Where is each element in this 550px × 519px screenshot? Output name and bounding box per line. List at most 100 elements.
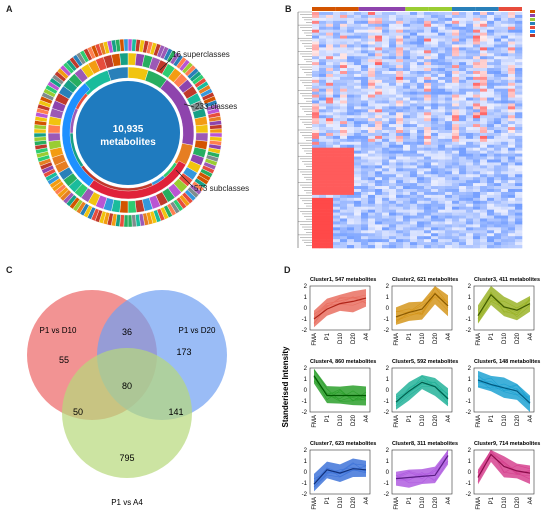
heatmap-cell [487, 203, 495, 207]
heatmap-cell [445, 112, 453, 116]
heatmap-cell [431, 171, 439, 175]
heatmap-cell [340, 56, 348, 60]
heatmap-cell [340, 171, 348, 175]
heatmap-cell [417, 53, 425, 57]
y-tick-label: 1 [304, 295, 308, 301]
heatmap-cell [403, 47, 411, 51]
heatmap-cell [431, 221, 439, 225]
heatmap-cell [410, 130, 418, 134]
heatmap-cell [326, 112, 334, 116]
heatmap-cell [515, 121, 523, 125]
heatmap-cell [431, 53, 439, 57]
x-tick-label: FMA [394, 497, 400, 510]
heatmap-cell [368, 50, 376, 54]
heatmap-cell [480, 171, 488, 175]
heatmap-cell [515, 100, 523, 104]
heatmap-cell [403, 159, 411, 163]
heatmap-cell [480, 180, 488, 184]
heatmap-cell [438, 115, 446, 119]
heatmap-cell [333, 38, 341, 42]
heatmap-cell [417, 156, 425, 160]
heatmap-cell [438, 165, 446, 169]
heatmap-cell [431, 197, 439, 202]
heatmap-cell [389, 106, 397, 110]
heatmap-cell [389, 227, 397, 231]
heatmap-cell [438, 168, 446, 172]
heatmap-cell [473, 138, 481, 143]
heatmap-cell [410, 132, 418, 137]
heatmap-cell [347, 221, 355, 225]
heatmap-cell [494, 153, 502, 157]
heatmap-cell [417, 59, 425, 63]
heatmap-cell [452, 20, 460, 25]
heatmap-cell [431, 132, 439, 137]
heatmap-cell [347, 239, 355, 243]
heatmap-cell [340, 79, 348, 84]
heatmap-cell [410, 53, 418, 57]
heatmap-cell [312, 59, 320, 63]
heatmap-cell [459, 94, 467, 98]
heatmap-cell [452, 14, 460, 19]
heatmap-cell [480, 218, 488, 222]
heatmap-cell [375, 132, 383, 137]
heatmap-cell [361, 41, 369, 45]
heatmap-cell [452, 135, 460, 140]
heatmap-cell [480, 174, 488, 178]
venn-count-only-d10: 55 [59, 355, 69, 365]
heatmap-cell [389, 118, 397, 122]
heatmap-cell [424, 85, 432, 89]
heatmap-cell [354, 68, 362, 72]
x-tick-label: D10 [338, 496, 344, 508]
heatmap-cell [424, 165, 432, 169]
heatmap-cell [459, 218, 467, 222]
heatmap-cell [382, 44, 390, 48]
heatmap-cell [438, 73, 446, 78]
heatmap-cell [424, 221, 432, 225]
heatmap-cell [375, 221, 383, 225]
heatmap-cell [347, 106, 355, 110]
heatmap-cell [494, 71, 502, 75]
heatmap-cell [431, 94, 439, 98]
cluster-title: Cluster3, 411 metabolites [474, 277, 540, 283]
heatmap-cell [382, 20, 390, 25]
heatmap-cell [494, 65, 502, 69]
heatmap-cell [389, 56, 397, 60]
heatmap-cell [333, 227, 341, 231]
heatmap-cell [389, 135, 397, 140]
cluster-member-line [477, 383, 531, 400]
heatmap-cell [515, 159, 523, 163]
heatmap-cell [382, 85, 390, 89]
heatmap-cell [466, 106, 474, 110]
heatmap-cell [361, 230, 369, 234]
heatmap-cell [459, 41, 467, 45]
heatmap-cell [424, 203, 432, 207]
legend-swatch [530, 18, 535, 21]
heatmap-cell [312, 197, 320, 202]
heatmap-cell [333, 245, 341, 249]
heatmap-cell [487, 215, 495, 219]
heatmap-cell [459, 174, 467, 178]
heatmap-cell [375, 159, 383, 163]
heatmap-cell [403, 73, 411, 78]
cluster-member-line [477, 381, 531, 401]
heatmap-cell [438, 47, 446, 51]
heatmap-cell [452, 212, 460, 216]
heatmap-cell [508, 200, 516, 205]
heatmap-cell [368, 227, 376, 231]
heatmap-cell [326, 26, 334, 30]
heatmap-cell [354, 215, 362, 219]
heatmap-cell [424, 106, 432, 110]
heatmap-cell [501, 118, 509, 122]
heatmap-cell [326, 106, 334, 110]
heatmap-cell [431, 23, 439, 28]
heatmap-cell [368, 168, 376, 172]
heatmap-cell [452, 227, 460, 231]
heatmap-cell [431, 141, 439, 146]
heatmap-cell [438, 177, 446, 181]
heatmap-cell [382, 209, 390, 213]
heatmap-cell [368, 68, 376, 72]
heatmap-cell [347, 118, 355, 122]
heatmap-cell [501, 203, 509, 207]
heatmap-cell [487, 183, 495, 187]
